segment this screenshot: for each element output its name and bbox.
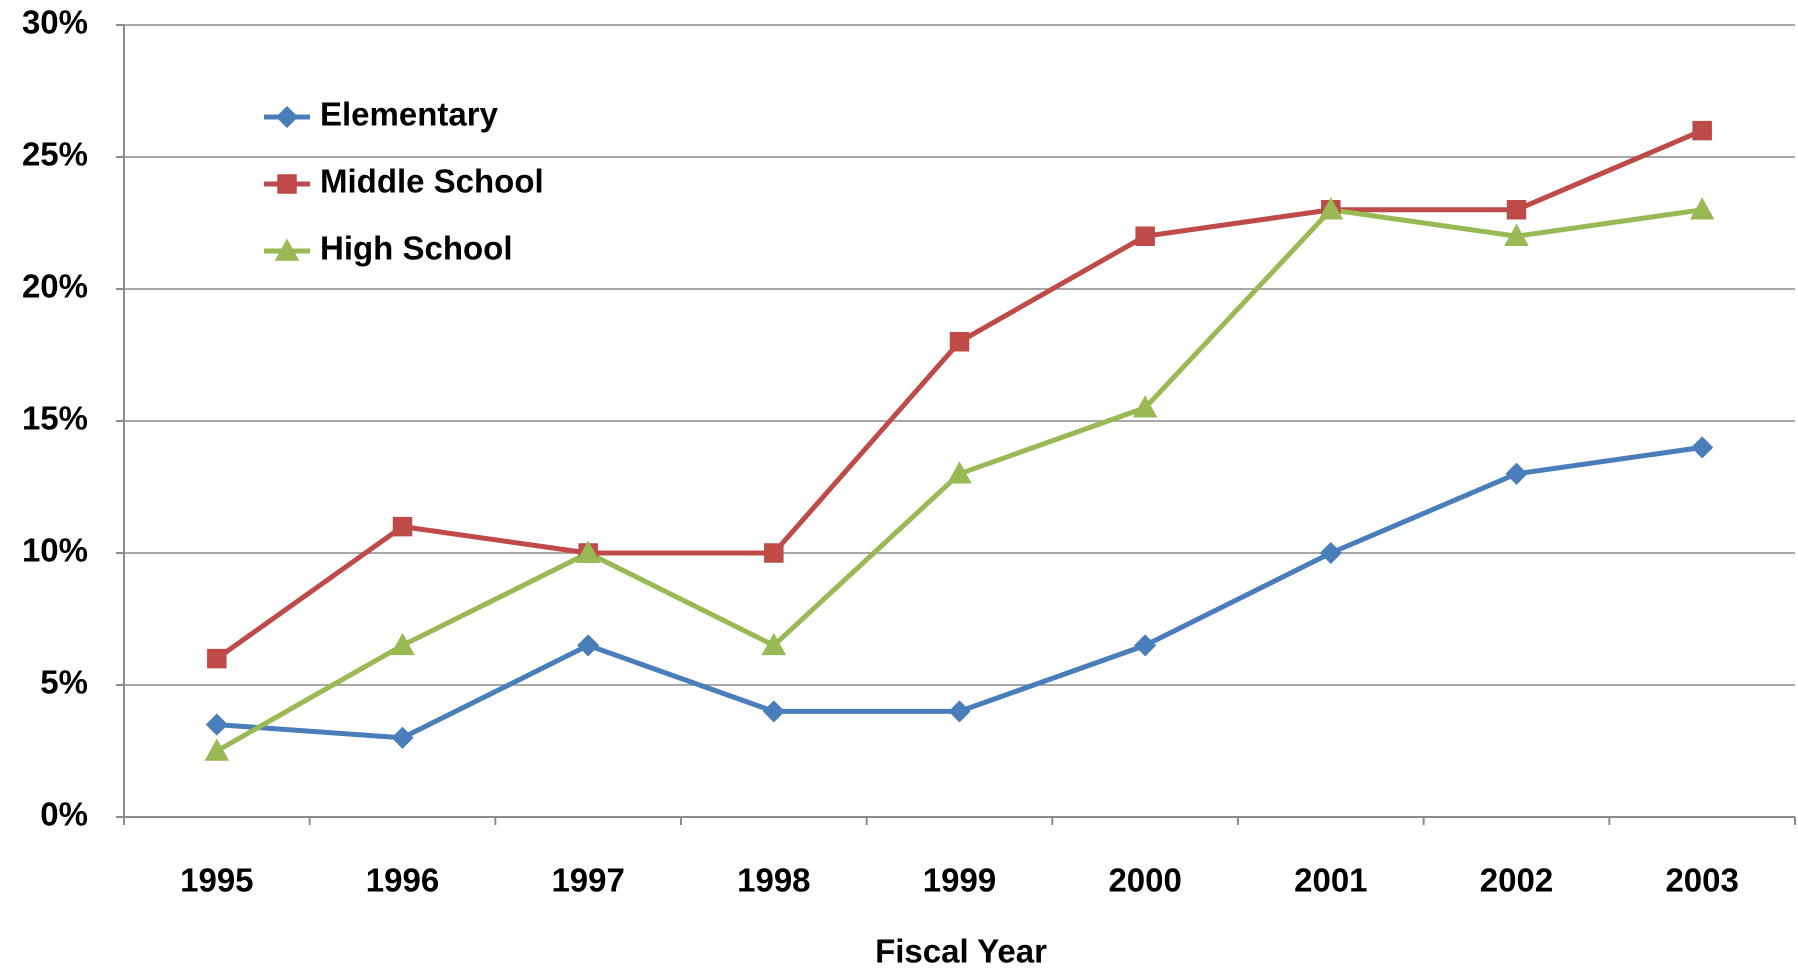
series-line (216, 444, 1703, 741)
legend-label: Middle School (320, 163, 544, 200)
data-point (1318, 197, 1344, 220)
data-point (390, 632, 415, 656)
data-point (761, 632, 787, 656)
y-tick-label: 0% (40, 796, 88, 833)
data-point (1319, 541, 1342, 565)
legend-label: Elementary (320, 96, 499, 133)
y-tick-label: 20% (22, 268, 88, 305)
x-tick-label: 1995 (180, 862, 253, 899)
x-tick-label: 2000 (1108, 862, 1181, 899)
data-point (1506, 200, 1527, 220)
data-point (207, 648, 227, 669)
data-point (1505, 462, 1528, 485)
x-tick-label: 2001 (1294, 862, 1367, 899)
x-axis-title: Fiscal Year (875, 933, 1047, 970)
y-tick-label: 10% (22, 532, 88, 569)
series-line (215, 128, 1704, 661)
data-point (1691, 436, 1714, 459)
legend-marker (277, 174, 297, 194)
data-point (1504, 223, 1529, 246)
data-point (948, 700, 971, 723)
data-point (575, 540, 601, 563)
data-point (391, 726, 414, 749)
y-tick-label: 25% (22, 136, 88, 173)
data-point (577, 634, 600, 657)
data-point (392, 516, 413, 537)
legend-marker (275, 105, 299, 129)
legend-label: High School (320, 230, 513, 267)
data-point (1135, 226, 1155, 246)
y-tick-label: 15% (22, 400, 88, 437)
x-tick-label: 1996 (366, 862, 439, 899)
x-tick-label: 1998 (737, 862, 810, 899)
x-tick-label: 2003 (1665, 862, 1738, 899)
data-point (204, 738, 230, 761)
x-tick-label: 2002 (1480, 862, 1553, 899)
y-tick-label: 5% (40, 664, 88, 701)
x-tick-label: 1997 (551, 862, 624, 899)
data-point (1689, 197, 1715, 220)
data-point (1692, 120, 1712, 141)
data-point (762, 700, 785, 723)
data-point (1132, 395, 1158, 418)
data-point (205, 713, 228, 736)
legend-marker (274, 238, 300, 261)
x-tick-label: 1999 (923, 862, 996, 899)
data-point (764, 543, 784, 563)
data-point (1134, 634, 1157, 657)
data-point (949, 332, 970, 352)
y-tick-label: 30% (22, 4, 88, 41)
data-point (947, 461, 972, 484)
